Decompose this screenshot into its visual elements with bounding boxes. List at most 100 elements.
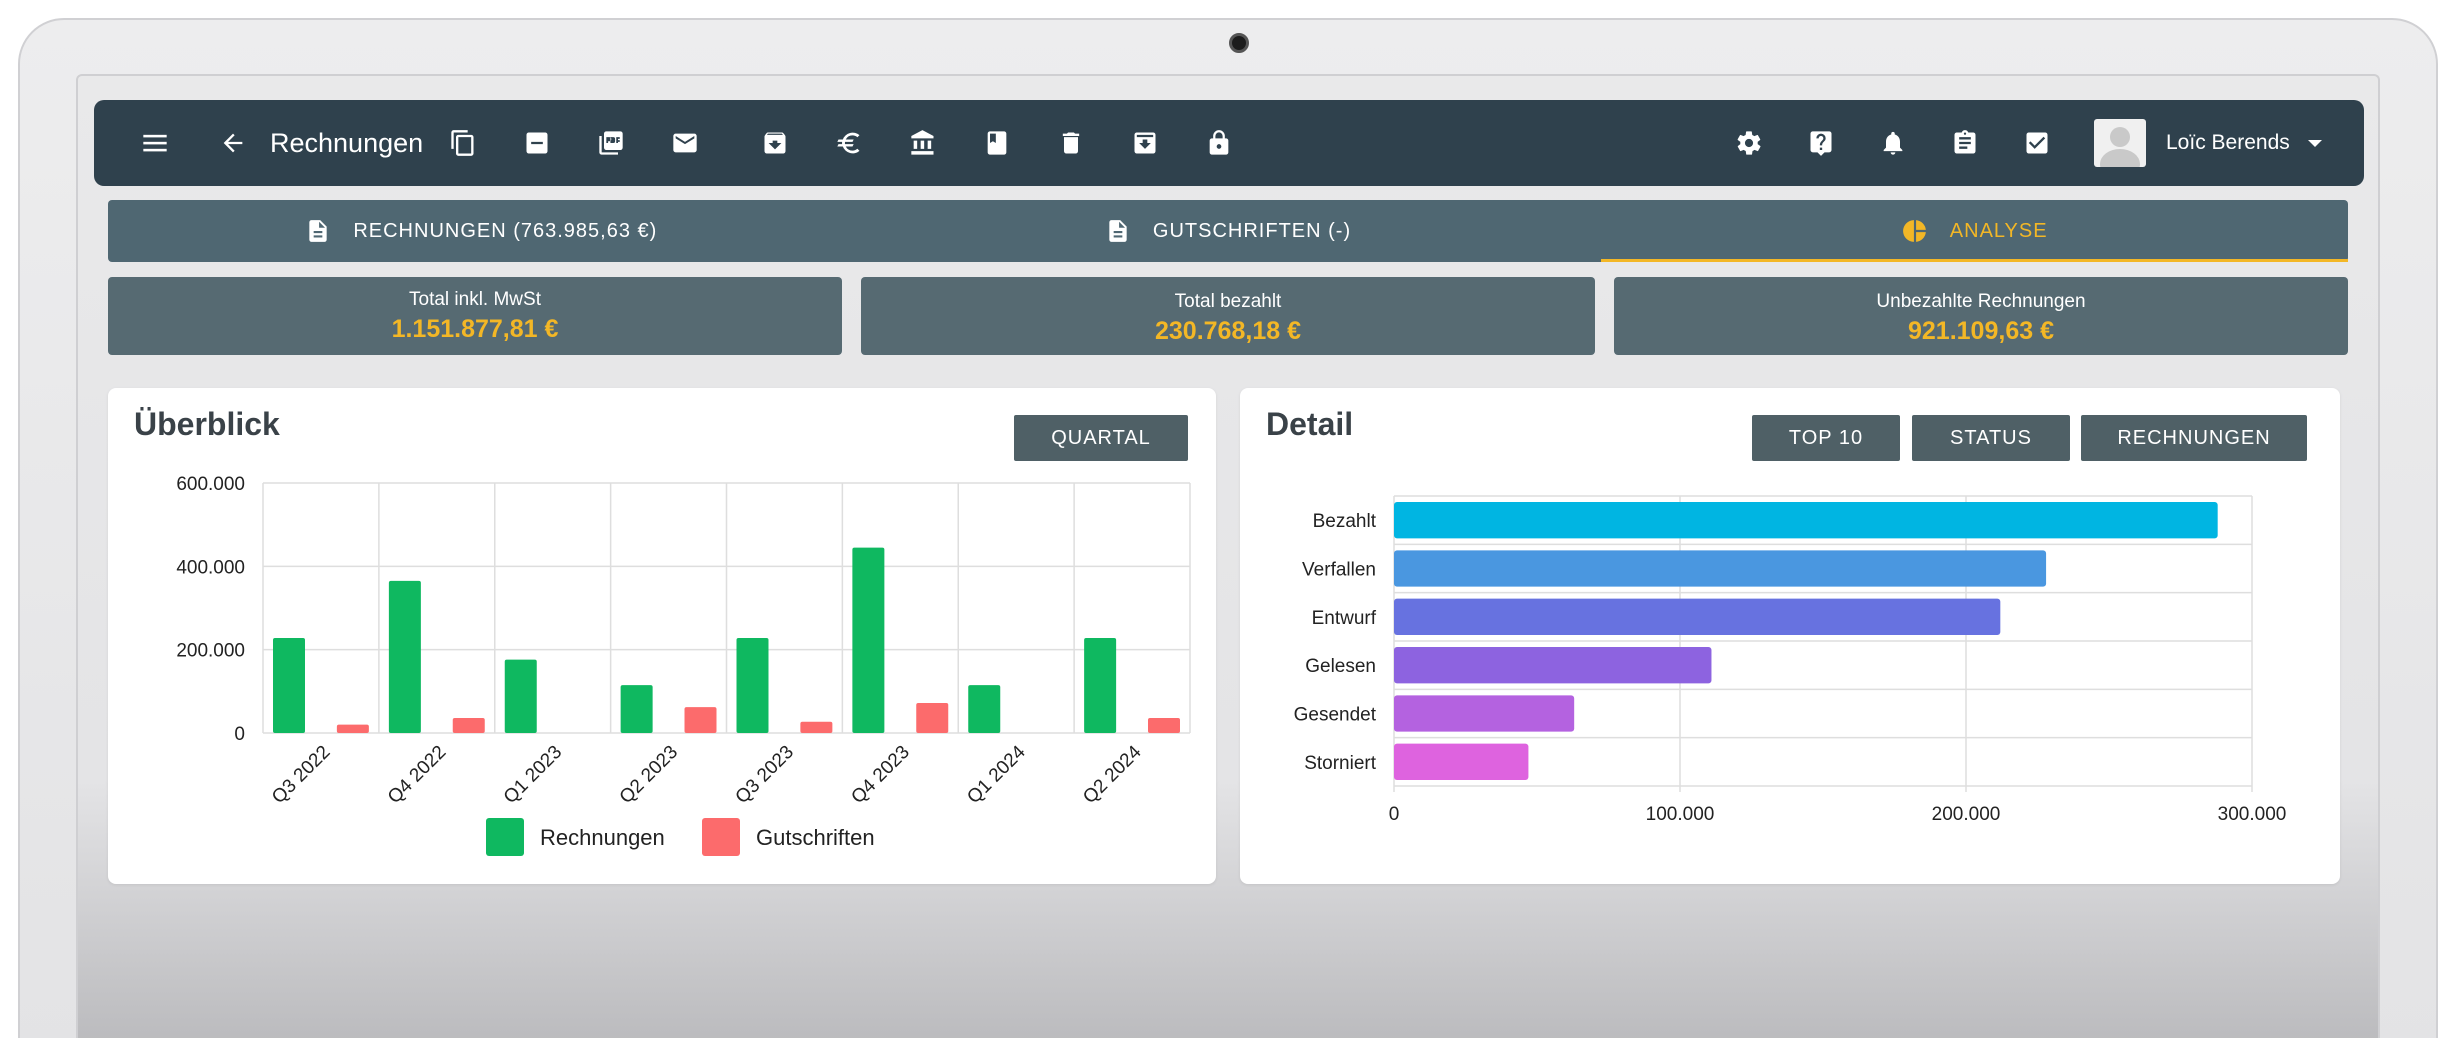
app-toolbar: Rechnungen [94, 100, 2364, 186]
bar-rechnungen [736, 638, 769, 733]
y-tick-label: Bezahlt [1313, 511, 1377, 532]
bar-storniert [1394, 743, 1529, 780]
bar-gutschriften [684, 707, 717, 733]
legend-swatch [486, 818, 524, 856]
rechnungen-button[interactable]: RECHNUNGEN [2081, 415, 2307, 461]
euro-icon[interactable] [830, 124, 868, 162]
lock-icon[interactable] [1200, 124, 1238, 162]
x-tick-label: Q1 2024 [963, 741, 1030, 808]
webcam [1229, 33, 1249, 53]
bar-rechnungen [968, 685, 1001, 733]
menu-icon[interactable] [136, 124, 174, 162]
stat-label: Total bezahlt [1174, 291, 1282, 312]
x-tick-label: Q3 2023 [732, 742, 798, 808]
bar-bezahlt [1394, 502, 2218, 539]
quartal-button[interactable]: QUARTAL [1014, 415, 1188, 461]
bar-rechnungen [1084, 638, 1117, 733]
user-name: Loïc Berends [2166, 131, 2290, 154]
stat-value: 1.151.877,81 € [391, 315, 559, 343]
detail-panel: Detail TOP 10 STATUS RECHNUNGEN 0 100.000… [1240, 388, 2340, 884]
bar-rechnungen [620, 685, 653, 733]
bar-gutschriften [336, 724, 369, 733]
tab-label: GUTSCHRIFTEN (-) [1152, 219, 1352, 242]
bar-entwurf [1394, 598, 2001, 635]
x-tick-label: Q4 2022 [384, 742, 450, 808]
bank-icon[interactable] [904, 124, 942, 162]
stat-card-total: Total inkl. MwSt 1.151.877,81 € [108, 277, 842, 355]
help-icon[interactable] [1802, 124, 1840, 162]
detail-title: Detail [1266, 406, 1354, 442]
x-tick-label: 200.000 [1932, 804, 2001, 825]
mail-icon[interactable] [666, 124, 704, 162]
gear-icon[interactable] [1730, 124, 1768, 162]
y-tick-label: 200.000 [176, 641, 245, 662]
y-tick-label: Storniert [1304, 753, 1377, 774]
y-tick-label: 600.000 [176, 474, 245, 495]
x-tick-label: Q1 2023 [500, 742, 566, 808]
tab-gutschriften[interactable]: GUTSCHRIFTEN (-) [855, 200, 1602, 262]
document-icon [1109, 220, 1127, 242]
legend-swatch [702, 818, 740, 856]
bell-icon[interactable] [1874, 124, 1912, 162]
bar-gutschriften [916, 703, 949, 733]
bar-gutschriften [1148, 718, 1180, 733]
page-title: Rechnungen [270, 128, 424, 158]
minus-icon[interactable] [518, 124, 556, 162]
y-tick-label: Verfallen [1302, 560, 1376, 581]
tab-rechnungen[interactable]: RECHNUNGEN (763.985,63 €) [108, 200, 855, 262]
stat-label: Unbezahlte Rechnungen [1876, 291, 2086, 312]
y-tick-label: 0 [234, 724, 245, 745]
chevron-down-icon [2307, 139, 2322, 147]
overview-panel: Überblick QUARTAL 0 200.000 400.000 600.000… [108, 388, 1216, 884]
bar-verfallen [1394, 550, 2047, 587]
stat-card-bezahlt: Total bezahlt 230.768,18 € [861, 277, 1595, 355]
download-icon[interactable] [756, 124, 794, 162]
stat-label: Total inkl. MwSt [409, 289, 541, 310]
stat-value: 921.109,63 € [1908, 317, 2054, 345]
legend-label: Gutschriften [756, 825, 875, 850]
y-tick-label: Gesendet [1294, 705, 1377, 726]
trash-icon[interactable] [1052, 124, 1090, 162]
bar-rechnungen [388, 580, 421, 733]
book-icon[interactable] [978, 124, 1016, 162]
stat-card-unbezahlt: Unbezahlte Rechnungen 921.109,63 € [1614, 277, 2348, 355]
bar-rechnungen [504, 659, 537, 733]
checkbox-icon[interactable] [2018, 124, 2056, 162]
archive-icon[interactable] [1126, 124, 1164, 162]
tab-label: ANALYSE [1949, 219, 2048, 242]
x-tick-label: 300.000 [2218, 804, 2287, 825]
detail-chart: 0 100.000 200.000 300.000 Bezahlt Verfallen En… [1294, 495, 2287, 825]
copy-icon[interactable] [444, 124, 482, 162]
bar-rechnungen [273, 638, 305, 733]
status-button[interactable]: STATUS [1912, 415, 2070, 461]
stat-value: 230.768,18 € [1155, 317, 1301, 345]
y-tick-label: Gelesen [1305, 656, 1376, 677]
overview-title: Überblick [134, 406, 280, 442]
bar-gutschriften [452, 718, 485, 733]
top10-button[interactable]: TOP 10 [1752, 415, 1900, 461]
bar-gutschriften [800, 721, 833, 733]
pdf-icon[interactable] [592, 124, 630, 162]
pie-chart-icon [1902, 220, 1926, 242]
clipboard-icon[interactable] [1946, 124, 1984, 162]
x-tick-label: Q3 2022 [268, 742, 334, 808]
y-tick-label: 400.000 [176, 557, 245, 578]
user-menu[interactable]: Loïc Berends [2094, 118, 2322, 168]
tab-bar: RECHNUNGEN (763.985,63 €) GUTSCHRIFTEN (… [108, 200, 2348, 262]
overview-chart: 0 200.000 400.000 600.000 Q3 2022 Q4 2022 Q1 2… [176, 474, 1191, 856]
document-icon [309, 220, 327, 242]
bar-gelesen [1394, 647, 1712, 684]
tab-label: RECHNUNGEN (763.985,63 €) [353, 219, 658, 242]
x-tick-label: Q4 2023 [847, 742, 913, 808]
back-arrow-icon[interactable] [214, 124, 252, 162]
bar-rechnungen [852, 547, 885, 733]
avatar [2094, 119, 2146, 167]
x-tick-label: 100.000 [1646, 804, 1715, 825]
y-tick-label: Entwurf [1312, 608, 1377, 629]
legend-label: Rechnungen [540, 825, 665, 850]
tab-analyse[interactable]: ANALYSE [1601, 200, 2348, 262]
x-tick-label: Q2 2023 [616, 742, 682, 808]
x-tick-label: 0 [1389, 804, 1400, 825]
x-tick-label: Q2 2024 [1079, 741, 1146, 808]
bar-gesendet [1394, 695, 1575, 732]
